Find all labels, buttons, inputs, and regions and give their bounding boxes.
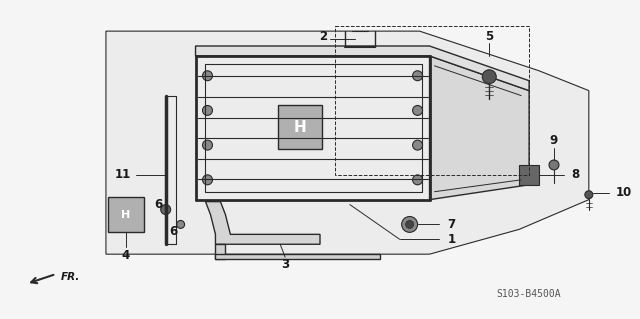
- Text: 2: 2: [319, 30, 327, 42]
- Text: H: H: [121, 210, 131, 219]
- Polygon shape: [216, 244, 225, 259]
- Text: 9: 9: [550, 134, 558, 147]
- Text: 7: 7: [447, 218, 456, 231]
- Text: 8: 8: [571, 168, 579, 182]
- Text: 6: 6: [155, 198, 163, 211]
- Circle shape: [202, 106, 212, 115]
- Text: 6: 6: [170, 225, 178, 238]
- Text: 5: 5: [485, 30, 493, 42]
- Text: 4: 4: [122, 249, 130, 262]
- Polygon shape: [196, 46, 529, 91]
- Text: 11: 11: [115, 168, 131, 182]
- Circle shape: [177, 220, 184, 228]
- Circle shape: [549, 160, 559, 170]
- Polygon shape: [216, 254, 380, 259]
- Circle shape: [161, 204, 171, 214]
- Text: 1: 1: [447, 233, 456, 246]
- Text: FR.: FR.: [61, 272, 81, 282]
- Text: H: H: [294, 120, 307, 135]
- Text: 3: 3: [281, 257, 289, 271]
- Circle shape: [202, 140, 212, 150]
- Circle shape: [585, 191, 593, 199]
- Circle shape: [402, 217, 417, 232]
- Circle shape: [413, 71, 422, 81]
- Text: 10: 10: [616, 186, 632, 199]
- Circle shape: [406, 220, 413, 228]
- Polygon shape: [205, 202, 320, 244]
- Polygon shape: [519, 165, 539, 185]
- Polygon shape: [106, 31, 589, 254]
- Circle shape: [483, 70, 496, 84]
- Circle shape: [413, 140, 422, 150]
- Polygon shape: [108, 197, 144, 232]
- Circle shape: [413, 106, 422, 115]
- Polygon shape: [278, 106, 322, 149]
- Polygon shape: [429, 56, 529, 200]
- Circle shape: [202, 175, 212, 185]
- Circle shape: [413, 175, 422, 185]
- Circle shape: [202, 71, 212, 81]
- Text: S103-B4500A: S103-B4500A: [497, 289, 561, 299]
